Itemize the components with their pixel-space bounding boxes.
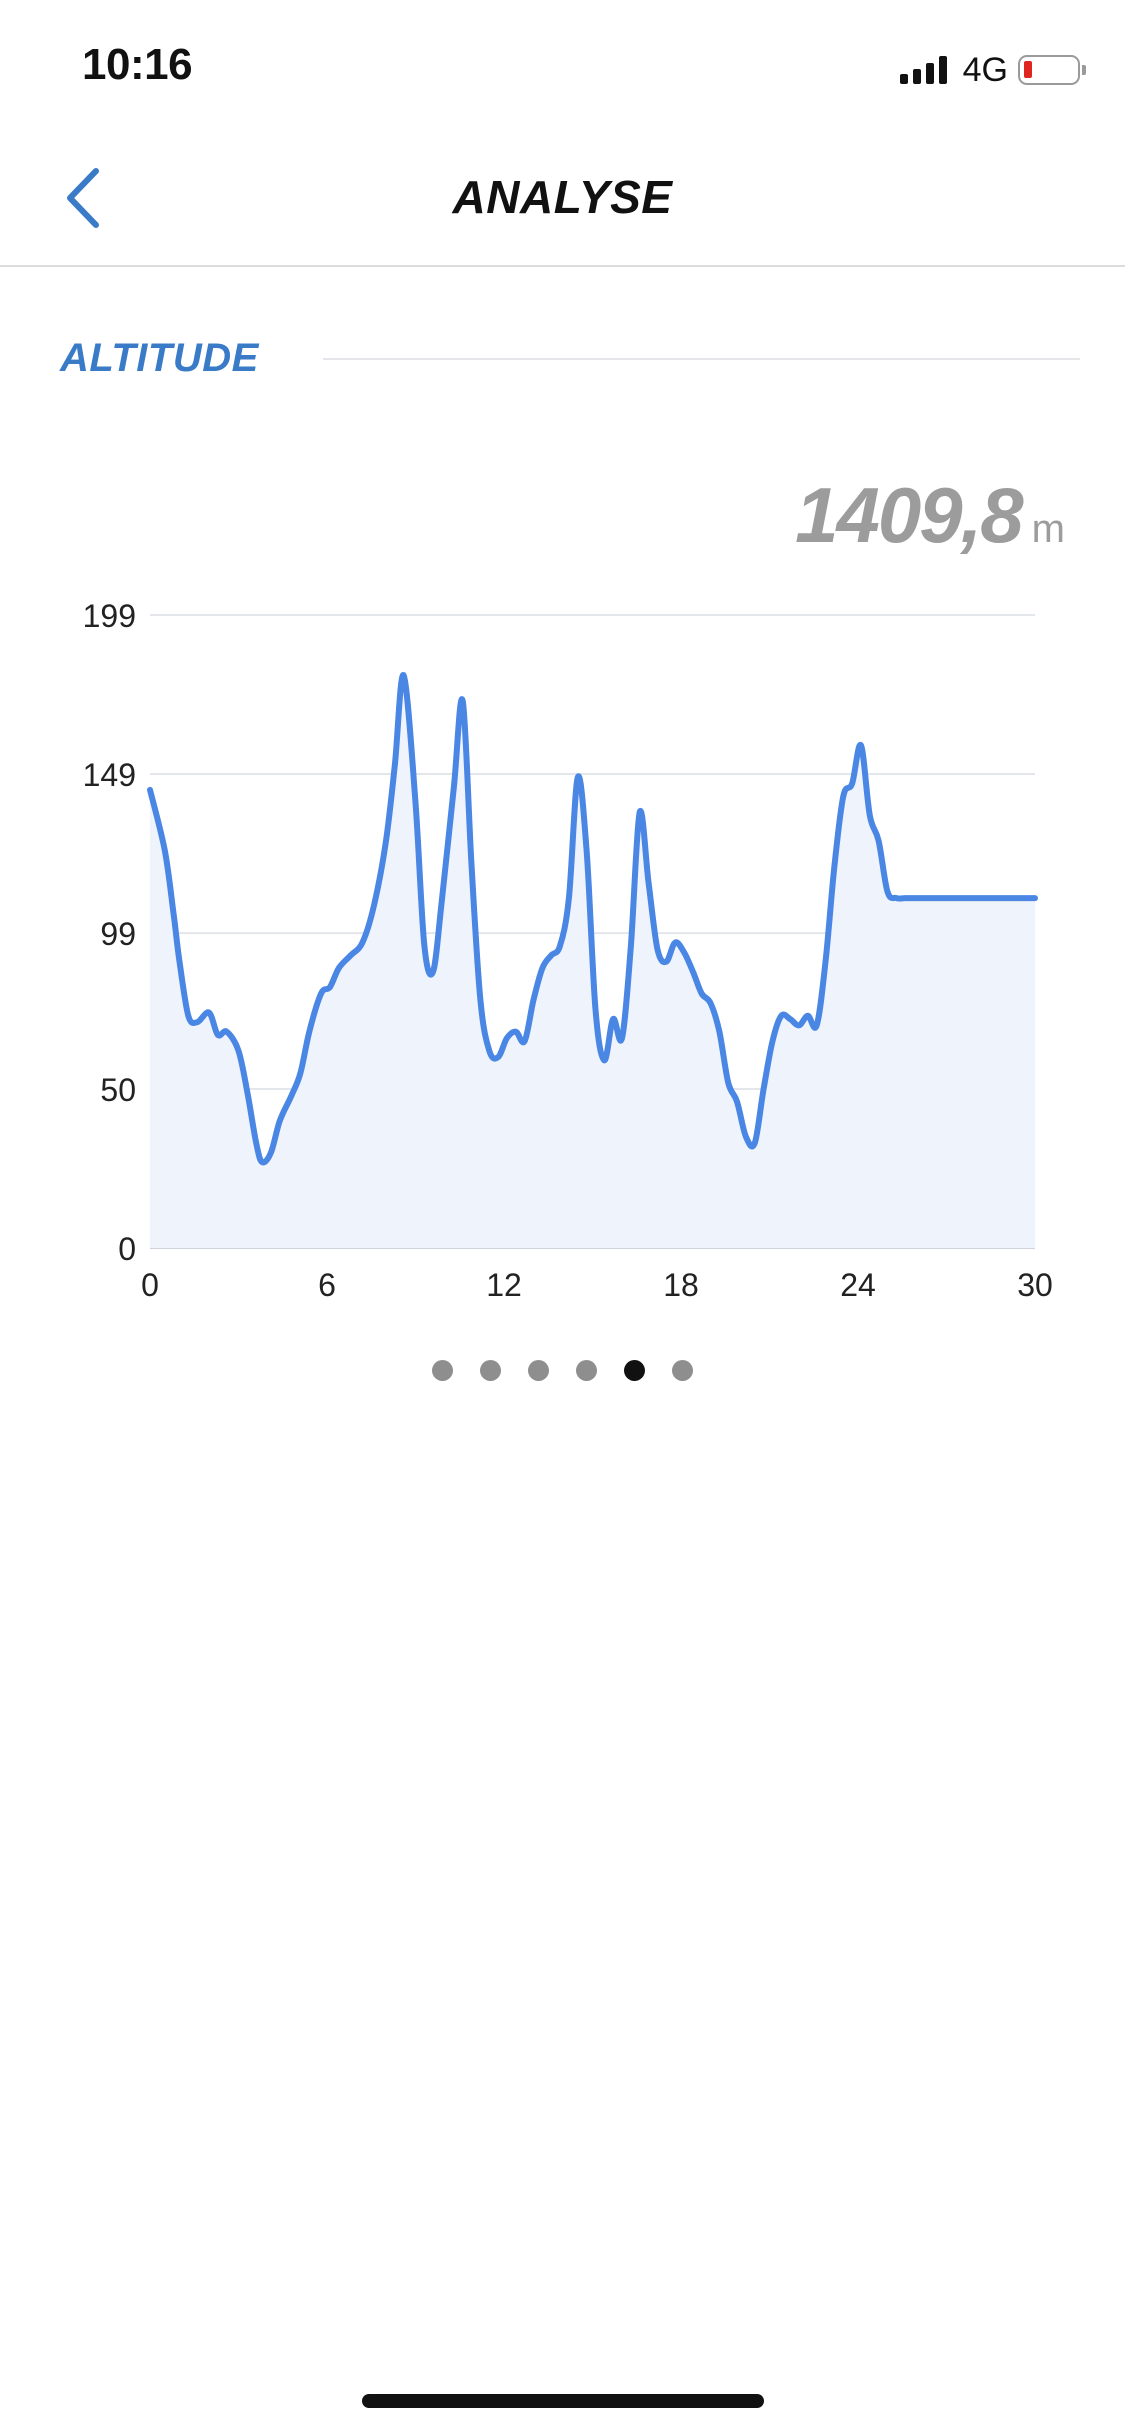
x-tick-label: 0 bbox=[141, 1267, 159, 1303]
altitude-value: 1409,8 bbox=[795, 471, 1024, 559]
y-tick-label: 50 bbox=[100, 1072, 136, 1108]
x-tick-label: 24 bbox=[840, 1267, 876, 1303]
x-tick-label: 6 bbox=[318, 1267, 336, 1303]
series-line bbox=[147, 672, 1038, 1166]
y-tick-label: 199 bbox=[83, 598, 136, 634]
status-time: 10:16 bbox=[82, 40, 193, 89]
y-tick-label: 0 bbox=[118, 1231, 136, 1267]
section-divider bbox=[323, 358, 1080, 360]
section-header: ALTITUDE bbox=[60, 330, 1080, 390]
network-type: 4G bbox=[962, 50, 1008, 89]
cellular-signal-icon bbox=[899, 56, 947, 84]
status-indicators: 4G bbox=[899, 50, 1086, 90]
pager-dot[interactable] bbox=[528, 1360, 549, 1381]
pager-dot[interactable] bbox=[672, 1360, 693, 1381]
altitude-unit: m bbox=[1031, 507, 1065, 551]
home-indicator bbox=[362, 2394, 764, 2408]
section-title: ALTITUDE bbox=[60, 336, 259, 380]
pager-dot[interactable] bbox=[576, 1360, 597, 1381]
page-indicator bbox=[0, 1360, 1125, 1381]
back-button[interactable] bbox=[52, 165, 112, 231]
pager-dot[interactable] bbox=[624, 1360, 645, 1381]
altitude-summary: 1409,8 m bbox=[795, 470, 1065, 561]
x-tick-label: 12 bbox=[486, 1267, 522, 1303]
x-tick-label: 18 bbox=[663, 1267, 699, 1303]
battery-icon bbox=[1018, 55, 1086, 85]
y-tick-label: 149 bbox=[83, 757, 136, 793]
x-tick-label: 30 bbox=[1017, 1267, 1053, 1303]
status-bar: 10:16 4G bbox=[0, 0, 1125, 130]
altitude-chart: 0 50 99 149 199 0 6 12 18 24 30 bbox=[83, 598, 1053, 1303]
chevron-left-icon bbox=[67, 168, 99, 228]
pager-dot[interactable] bbox=[480, 1360, 501, 1381]
nav-bar: ANALYSE bbox=[0, 130, 1125, 267]
pager-dot[interactable] bbox=[432, 1360, 453, 1381]
y-tick-label: 99 bbox=[100, 916, 136, 952]
page-title: ANALYSE bbox=[452, 171, 673, 223]
